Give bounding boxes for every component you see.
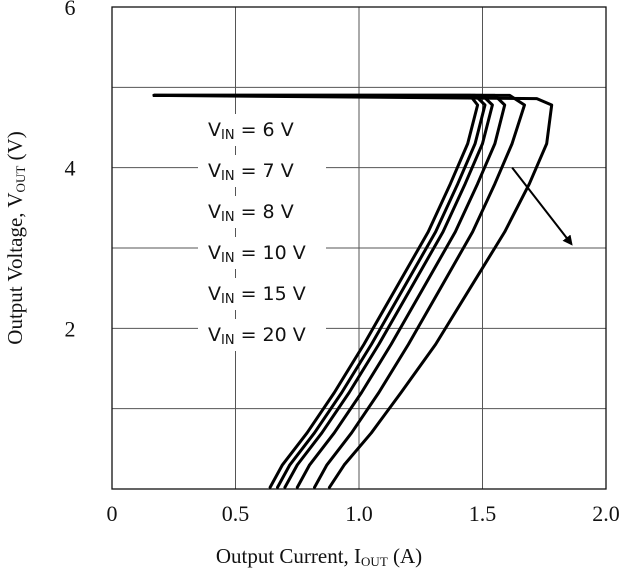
legend-entry-2: VIN = 8 V [208, 201, 294, 225]
legend-bg-1 [198, 155, 326, 187]
series-line-4 [152, 93, 526, 489]
y-tick-label-2: 6 [65, 0, 76, 20]
legend-bg-4 [198, 278, 326, 310]
legend-entry-1: VIN = 7 V [208, 160, 294, 184]
series-line-1 [152, 93, 487, 489]
legend-bg-5 [198, 319, 326, 351]
tick-labels: 0 0.5 1.0 1.5 2.0 2 4 6 [65, 0, 620, 526]
x-tick-label-1: 0.5 [222, 501, 250, 526]
x-tick-label-2: 1.0 [345, 501, 373, 526]
trend-arrow-0 [511, 167, 573, 246]
legend-bg-3 [198, 237, 326, 269]
series-line-0 [152, 93, 480, 489]
x-tick-label-3: 1.5 [469, 501, 497, 526]
legend: VIN = 6 V VIN = 7 V VIN = 8 V VIN = 10 V VIN… [198, 114, 326, 351]
plot-frame [111, 6, 607, 490]
annotations [511, 167, 573, 246]
series-line-2 [152, 93, 494, 489]
x-tick-label-4: 2.0 [592, 501, 620, 526]
series-line-5 [152, 93, 554, 489]
x-axis-title: Output Current, IOUT (A) [216, 544, 422, 569]
grid [112, 7, 606, 489]
y-axis-title: Output Voltage, VOUT (V) [3, 131, 28, 344]
y-tick-label-1: 4 [65, 156, 76, 181]
legend-entry-5: VIN = 20 V [208, 324, 306, 348]
y-tick-label-0: 2 [65, 316, 76, 341]
legend-entry-0: VIN = 6 V [208, 119, 294, 143]
series-line-3 [152, 93, 507, 489]
legend-bg-2 [198, 196, 326, 228]
legend-entry-3: VIN = 10 V [208, 242, 306, 266]
legend-entry-4: VIN = 15 V [208, 283, 306, 307]
x-tick-label-0: 0 [107, 501, 118, 526]
legend-bg-0 [198, 114, 326, 146]
series-lines [152, 93, 554, 489]
